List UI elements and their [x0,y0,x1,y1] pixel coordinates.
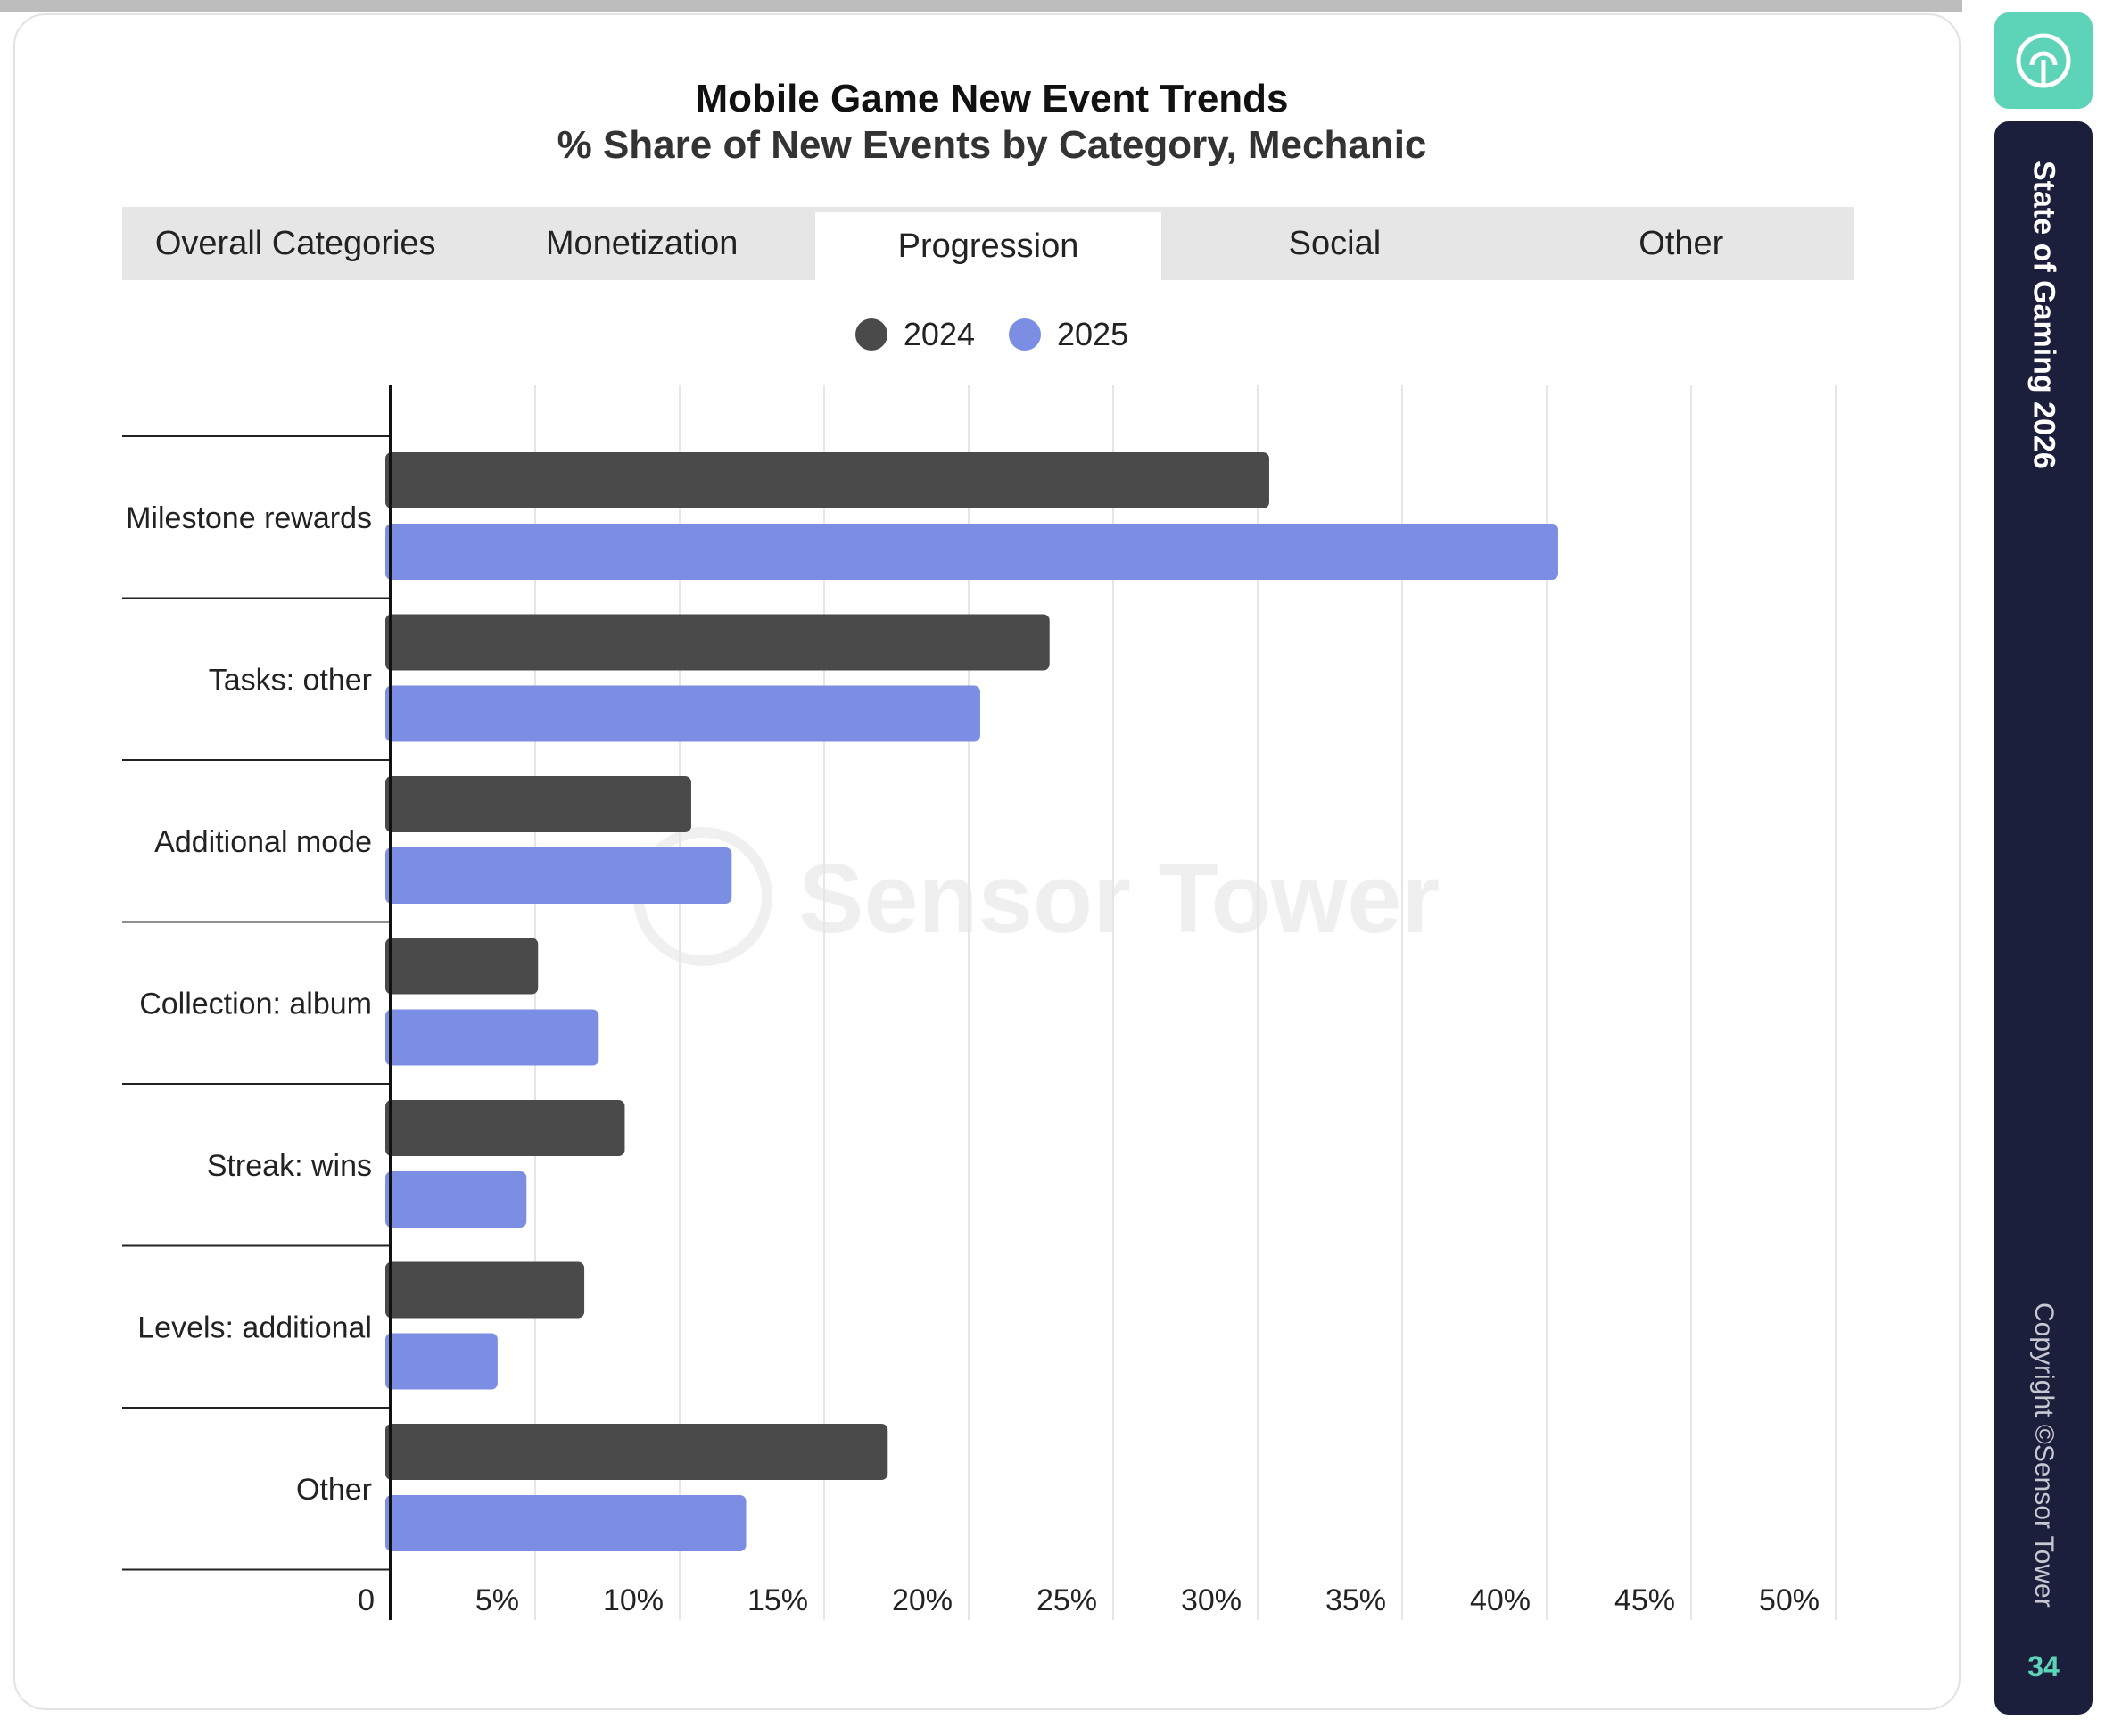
tab-monetization[interactable]: Monetization [545,224,739,262]
bar-2025 [385,1333,498,1390]
category-label: Other [296,1473,372,1507]
bar-2025 [385,1009,599,1066]
tab-overall-categories[interactable]: Overall Categories [154,224,436,262]
sensor-tower-logo-icon [1994,12,2093,109]
logo-mark-icon [2016,33,2071,88]
category-label: Tasks: other [209,663,372,697]
chart-subtitle: % Share of New Events by Category, Mecha… [557,123,1427,167]
category-label: Additional mode [154,825,372,859]
sidebar-copyright: Copyright ©Sensor Tower [2029,1302,2059,1608]
x-tick-label: 40% [1470,1583,1531,1617]
x-tick-label: 50% [1759,1583,1820,1617]
chart-legend: 2024 2025 [0,312,1984,357]
x-tick-label: 10% [603,1583,664,1617]
bar-2024 [385,1261,585,1319]
x-tick-label: 35% [1325,1583,1386,1617]
bar-2025 [385,685,980,742]
chart-card [13,13,1961,1710]
x-tick-label: 0 [358,1583,375,1617]
x-tick-label: 30% [1181,1583,1242,1617]
category-label: Collection: album [139,987,372,1021]
x-tick-label: 20% [892,1583,953,1617]
legend-item-2024[interactable]: 2024 [854,316,975,353]
watermark-text: Sensor Tower [798,844,1440,954]
bar-2024 [385,1100,625,1156]
legend-swatch-2024 [854,318,887,351]
bar-2025 [385,847,732,904]
bar-2024 [385,614,1050,671]
bar-2025 [385,1495,747,1551]
bar-2024 [385,776,691,832]
legend-swatch-2025 [1009,318,1041,351]
legend-label-2024: 2024 [903,316,975,352]
tab-social[interactable]: Social [1288,224,1382,262]
x-tick-label: 25% [1036,1583,1097,1617]
category-label: Levels: additional [137,1310,372,1344]
top-border [0,0,1962,12]
category-tabs: Overall Categories Monetization Progress… [122,207,1854,280]
bar-2024 [385,452,1269,508]
legend-label-2025: 2025 [1057,316,1129,352]
chart-title: Mobile Game New Event Trends [695,77,1289,120]
x-tick-label: 5% [475,1583,519,1617]
category-label: Streak: wins [207,1149,372,1183]
bar-2024 [385,1424,888,1480]
watermark: Sensor Tower [633,827,1440,966]
page-number: 34 [2027,1650,2060,1682]
bar-2025 [385,1171,527,1228]
sidebar-title: State of Gaming 2026 [2027,161,2061,469]
sidebar [1994,121,2093,1715]
legend-item-2025[interactable]: 2025 [1009,316,1128,353]
bar-2024 [385,938,539,995]
bar-chart: Sensor Tower 0 5% 10% 15% 20% 25% 30% 35% 40% 45% 5… [122,385,1837,1620]
x-tick-label: 15% [747,1583,808,1617]
bar-2025 [385,524,1558,580]
tab-other[interactable]: Other [1639,224,1724,262]
tab-progression[interactable]: Progression [814,212,1162,280]
category-label: Milestone rewards [126,501,372,535]
x-tick-label: 45% [1614,1583,1675,1617]
